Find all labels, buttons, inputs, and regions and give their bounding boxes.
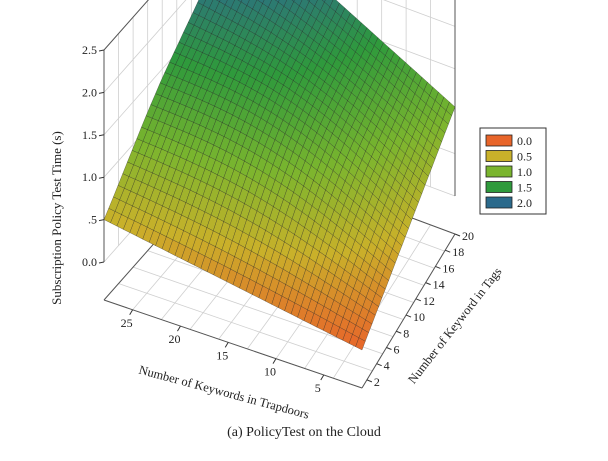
y-tick [376, 363, 382, 367]
legend: 0.0 0.51.0 1.52.0 [479, 127, 547, 215]
x-tick [177, 325, 181, 332]
x-tick-label: 25 [121, 316, 133, 330]
grid-line [118, 283, 373, 372]
z-axis-label: Subscription Policy Test Time (s) [49, 131, 64, 305]
y-tick [425, 282, 431, 286]
z-tick [98, 261, 105, 264]
y-tick-label: 18 [452, 245, 464, 259]
x-axis-label: Number of Keywords in Trapdoors [137, 363, 310, 422]
legend-label: 1.5 [517, 181, 532, 195]
z-tick-label: 2.0 [82, 85, 97, 99]
y-tick-label: 16 [442, 261, 454, 275]
z-tick-label: 1.5 [82, 128, 97, 142]
frame-line [103, 0, 149, 51]
y-tick [415, 298, 422, 302]
legend-swatch [485, 181, 513, 193]
surface-cell [355, 337, 366, 351]
x-tick-label: 20 [168, 332, 180, 346]
x-tick [224, 342, 229, 348]
y-tick [435, 265, 441, 269]
surface-plot [103, 0, 456, 351]
legend-swatch [485, 134, 513, 147]
z-tick-label: 0.0 [82, 255, 97, 269]
z-tick-label: 1.0 [82, 170, 97, 184]
legend-swatch [485, 165, 513, 178]
y-tick-label: 14 [433, 278, 445, 292]
z-tick [98, 91, 105, 94]
legend-label: 2.0 [517, 196, 532, 210]
y-tick-label: 4 [384, 359, 390, 373]
z-tick [98, 176, 105, 179]
frame-line [361, 233, 456, 389]
y-tick [454, 233, 461, 237]
y-tick-label: 6 [393, 342, 399, 356]
legend-label: 0.0 [517, 134, 532, 148]
y-tick [386, 347, 392, 350]
x-tick [320, 374, 325, 381]
x-tick [129, 309, 134, 316]
y-tick [405, 314, 412, 318]
z-tick-label: .5 [88, 213, 97, 227]
z-tick [98, 219, 105, 222]
y-tick [445, 249, 451, 253]
legend-label: 0.5 [517, 150, 532, 164]
x-tick-label: 5 [315, 381, 321, 395]
legend-label: 1.0 [517, 165, 532, 179]
y-tick-label: 2 [374, 375, 380, 389]
y-tick [396, 330, 402, 334]
y-tick-label: 8 [403, 326, 409, 340]
grid-line [332, 224, 431, 379]
legend-swatch [485, 196, 513, 209]
z-tick [98, 134, 105, 137]
frame-line [103, 299, 363, 389]
legend-swatch [485, 150, 513, 162]
y-tick-label: 20 [462, 229, 474, 243]
y-tick-label: 10 [413, 310, 425, 324]
z-tick [98, 49, 105, 52]
x-tick-label: 15 [216, 348, 228, 362]
x-tick [272, 358, 277, 364]
y-axis-label: Number of Keyword in Tags [405, 265, 504, 387]
z-tick-label: 2.5 [82, 43, 97, 57]
x-tick-label: 10 [264, 365, 276, 379]
y-tick-label: 12 [423, 294, 435, 308]
y-tick [366, 379, 373, 383]
figure-caption: (a) PolicyTest on the Cloud [227, 425, 381, 440]
